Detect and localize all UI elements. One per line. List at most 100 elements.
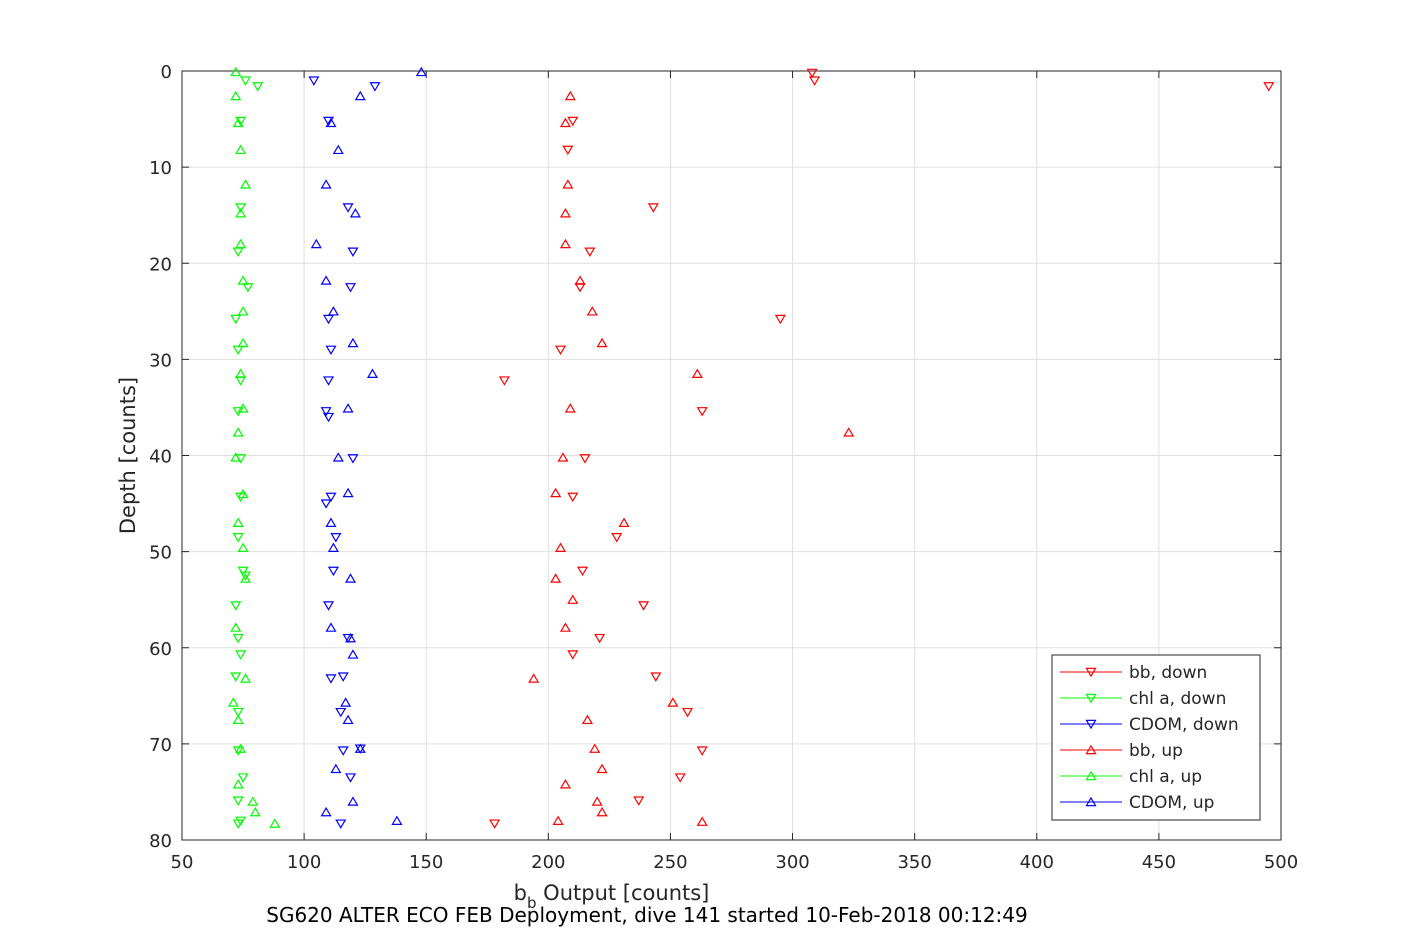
data-point (586, 306, 598, 316)
data-point (335, 707, 347, 718)
data-point (235, 376, 247, 386)
data-point (249, 806, 261, 817)
points (227, 66, 1275, 829)
data-point (237, 337, 249, 348)
data-point (596, 337, 608, 348)
data-point (235, 116, 247, 127)
data-point (559, 622, 571, 632)
legend-marker (1085, 744, 1097, 755)
x-tick-label: 450 (1142, 852, 1176, 873)
data-point (567, 492, 579, 503)
data-point (325, 622, 337, 632)
x-tick-label: 350 (897, 852, 931, 873)
data-point (567, 116, 579, 127)
data-point (239, 573, 252, 583)
y-tick-label: 0 (161, 62, 172, 83)
data-point (230, 622, 242, 632)
data-point (581, 714, 593, 725)
x-tick-label: 500 (1264, 852, 1298, 873)
data-point (342, 714, 354, 725)
legend-entry-label: CDOM, up (1129, 793, 1214, 813)
data-point (344, 632, 357, 643)
data-point (596, 763, 608, 774)
data-point (843, 427, 855, 437)
x-tick-label: 200 (531, 852, 565, 873)
data-point (237, 542, 249, 552)
data-point (237, 403, 249, 413)
data-point (638, 601, 650, 611)
data-point (327, 542, 339, 552)
series-5 (310, 66, 427, 825)
y-tick-label: 80 (149, 831, 172, 852)
legend-marker (1085, 667, 1097, 678)
data-point (252, 82, 264, 92)
data-point (347, 649, 359, 659)
x-tick-label: 300 (775, 852, 809, 873)
data-point (232, 796, 244, 806)
data-point (774, 314, 786, 325)
data-point (235, 743, 247, 753)
data-point (559, 117, 571, 128)
data-point (230, 314, 242, 325)
legend-entry-label: chl a, down (1129, 689, 1226, 709)
data-point (559, 779, 571, 789)
data-point (337, 746, 349, 756)
data-point (567, 594, 579, 604)
data-point (589, 743, 601, 753)
data-point (594, 633, 606, 644)
x-tick-label: 400 (1020, 852, 1054, 873)
data-point (806, 68, 818, 79)
data-point (342, 633, 354, 644)
data-point (237, 306, 249, 316)
data-point (239, 76, 252, 86)
data-point (235, 203, 247, 213)
y-tick-label: 10 (149, 158, 172, 179)
data-point (322, 376, 335, 386)
data-point (239, 179, 252, 189)
legend-entry-label: bb, up (1129, 741, 1183, 761)
legend-entry-label: chl a, up (1129, 767, 1202, 787)
data-point (415, 66, 427, 77)
data-point (557, 452, 569, 462)
data-point (322, 601, 335, 611)
legend-marker (1085, 693, 1097, 704)
data-point (564, 90, 576, 101)
data-point (369, 82, 381, 92)
data-point (235, 208, 247, 218)
data-point (320, 275, 332, 285)
data-point (674, 773, 686, 783)
series-3 (528, 90, 855, 826)
data-point (232, 633, 244, 644)
data-point (310, 238, 322, 249)
data-point (584, 247, 596, 257)
x-tick-label: 100 (287, 852, 321, 873)
legend-marker (1085, 796, 1097, 807)
data-point (332, 452, 344, 462)
data-point (327, 306, 339, 316)
legend-marker (1085, 719, 1097, 730)
data-point (237, 275, 249, 285)
data-point (325, 517, 337, 527)
data-point (235, 650, 247, 660)
data-point (347, 247, 359, 257)
data-point (691, 368, 703, 378)
data-point (235, 238, 247, 249)
data-point (696, 407, 708, 417)
data-point (232, 533, 244, 543)
data-point (232, 714, 244, 725)
y-tick-label: 20 (149, 254, 172, 275)
data-point (342, 487, 354, 498)
data-point (554, 542, 567, 552)
data-point (322, 116, 335, 127)
legend-entry-label: CDOM, down (1129, 715, 1239, 735)
data-point (247, 796, 259, 806)
data-point (322, 412, 335, 423)
x-tick-label: 150 (409, 852, 443, 873)
data-point (232, 517, 244, 527)
x-axis-label: bb Output [counts] (514, 881, 710, 912)
data-point (237, 773, 249, 783)
legend-entry-label: bb, down (1129, 663, 1207, 683)
data-point (237, 488, 249, 499)
data-point (579, 454, 591, 464)
data-point (528, 673, 540, 683)
